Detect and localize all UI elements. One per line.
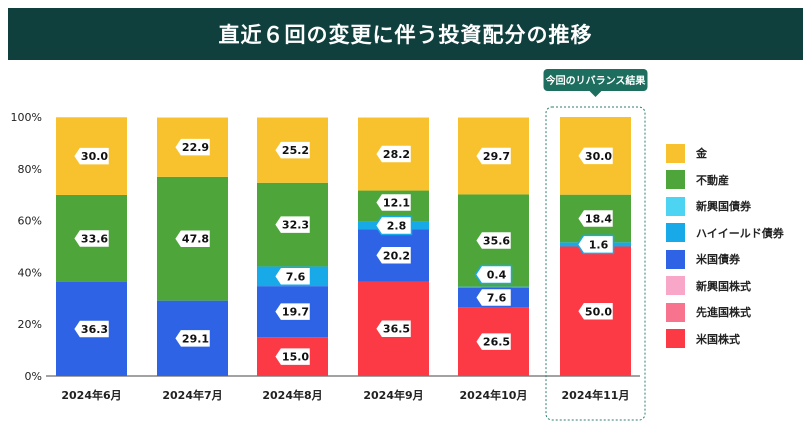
y-tick-label: 0% bbox=[25, 370, 42, 383]
data-label: 12.1 bbox=[374, 192, 413, 213]
legend-item: 先進国株式 bbox=[666, 299, 806, 326]
svg-text:2.8: 2.8 bbox=[387, 220, 407, 233]
x-tick-label: 2024年10月 bbox=[460, 388, 528, 402]
svg-text:7.6: 7.6 bbox=[286, 270, 306, 283]
x-tick-label: 2024年7月 bbox=[162, 388, 222, 402]
x-tick-label: 2024年6月 bbox=[61, 388, 121, 402]
data-label: 20.2 bbox=[374, 245, 413, 266]
legend-swatch bbox=[666, 143, 685, 163]
data-label: 33.6 bbox=[72, 228, 111, 249]
data-label: 28.2 bbox=[374, 144, 413, 164]
y-tick-label: 80% bbox=[18, 163, 42, 176]
data-label: 30.0 bbox=[72, 146, 111, 166]
data-label: 25.2 bbox=[273, 140, 312, 160]
legend-item: ハイイールド債券 bbox=[666, 220, 806, 247]
svg-text:29.7: 29.7 bbox=[483, 150, 510, 163]
svg-text:0.4: 0.4 bbox=[487, 269, 507, 282]
data-label: 18.4 bbox=[576, 208, 615, 229]
svg-text:22.9: 22.9 bbox=[182, 141, 209, 154]
legend-label: 米国債券 bbox=[696, 253, 740, 267]
y-tick-label: 60% bbox=[18, 215, 42, 228]
svg-text:29.1: 29.1 bbox=[182, 332, 209, 345]
data-label: 29.1 bbox=[173, 328, 212, 349]
data-label: 22.9 bbox=[173, 137, 212, 157]
legend-item: 米国債券 bbox=[666, 246, 806, 273]
y-tick-label: 40% bbox=[18, 266, 42, 279]
svg-text:1.6: 1.6 bbox=[589, 238, 609, 251]
legend-item: 金 bbox=[666, 140, 806, 167]
legend-swatch bbox=[666, 302, 685, 322]
legend-swatch bbox=[666, 276, 685, 296]
data-label: 0.4 bbox=[474, 264, 513, 285]
data-label: 36.3 bbox=[72, 319, 111, 339]
callout-badge: 今回のリバランス結果 bbox=[543, 69, 648, 97]
data-label: 32.3 bbox=[273, 214, 312, 235]
legend-swatch bbox=[666, 170, 685, 190]
data-label: 30.0 bbox=[576, 146, 615, 166]
data-label: 26.5 bbox=[474, 331, 513, 352]
data-label: 2.8 bbox=[374, 215, 413, 236]
data-label: 7.6 bbox=[273, 266, 312, 287]
data-label: 19.7 bbox=[273, 301, 312, 322]
legend-label: ハイイールド債券 bbox=[696, 226, 784, 240]
svg-text:7.6: 7.6 bbox=[487, 292, 507, 305]
legend-item: 新興国債券 bbox=[666, 193, 806, 220]
x-tick-label: 2024年11月 bbox=[562, 388, 630, 402]
legend: 金不動産新興国債券ハイイールド債券 米国債券新興国株式先進国株式米国株式 bbox=[666, 140, 806, 352]
legend-label: 不動産 bbox=[696, 173, 729, 187]
svg-text:30.0: 30.0 bbox=[585, 150, 612, 163]
callout-text: 今回のリバランス結果 bbox=[545, 74, 647, 87]
data-label: 47.8 bbox=[173, 228, 212, 249]
legend-label: 先進国株式 bbox=[696, 306, 751, 320]
svg-text:32.3: 32.3 bbox=[282, 219, 309, 232]
legend-label: 新興国債券 bbox=[696, 200, 751, 214]
svg-text:28.2: 28.2 bbox=[383, 148, 410, 161]
y-tick-label: 100% bbox=[11, 111, 42, 124]
svg-text:19.7: 19.7 bbox=[282, 306, 309, 319]
svg-text:33.6: 33.6 bbox=[81, 232, 108, 245]
y-tick-label: 20% bbox=[18, 318, 42, 331]
svg-text:18.4: 18.4 bbox=[585, 213, 612, 226]
svg-text:25.2: 25.2 bbox=[282, 144, 309, 157]
legend-swatch bbox=[666, 329, 685, 349]
data-label: 35.6 bbox=[474, 230, 513, 251]
x-tick-label: 2024年9月 bbox=[363, 388, 423, 402]
legend-swatch bbox=[666, 196, 685, 216]
svg-text:30.0: 30.0 bbox=[81, 150, 108, 163]
data-label: 50.0 bbox=[576, 301, 615, 321]
data-label: 36.5 bbox=[374, 318, 413, 339]
svg-text:12.1: 12.1 bbox=[383, 197, 410, 210]
current-highlight-frame bbox=[545, 106, 646, 421]
bar-segment bbox=[458, 286, 529, 288]
svg-text:36.3: 36.3 bbox=[81, 323, 108, 336]
legend-label: 米国株式 bbox=[696, 332, 740, 346]
data-label: 1.6 bbox=[576, 234, 615, 255]
svg-text:26.5: 26.5 bbox=[483, 336, 510, 349]
svg-text:15.0: 15.0 bbox=[282, 351, 309, 364]
data-label: 7.6 bbox=[474, 287, 513, 308]
svg-text:35.6: 35.6 bbox=[483, 235, 510, 248]
legend-swatch bbox=[666, 249, 685, 269]
chart-title: 直近６回の変更に伴う投資配分の推移 bbox=[8, 8, 803, 60]
legend-swatch bbox=[666, 223, 685, 243]
x-tick-label: 2024年8月 bbox=[262, 388, 322, 402]
legend-item: 米国株式 bbox=[666, 326, 806, 353]
legend-item: 不動産 bbox=[666, 167, 806, 194]
legend-label: 新興国株式 bbox=[696, 279, 751, 293]
svg-text:36.5: 36.5 bbox=[383, 323, 410, 336]
svg-text:20.2: 20.2 bbox=[383, 249, 410, 262]
legend-label: 金 bbox=[696, 147, 707, 161]
data-label: 29.7 bbox=[474, 146, 513, 166]
svg-text:50.0: 50.0 bbox=[585, 305, 612, 318]
legend-item: 新興国株式 bbox=[666, 273, 806, 300]
svg-text:47.8: 47.8 bbox=[182, 233, 209, 246]
data-label: 15.0 bbox=[273, 346, 312, 367]
